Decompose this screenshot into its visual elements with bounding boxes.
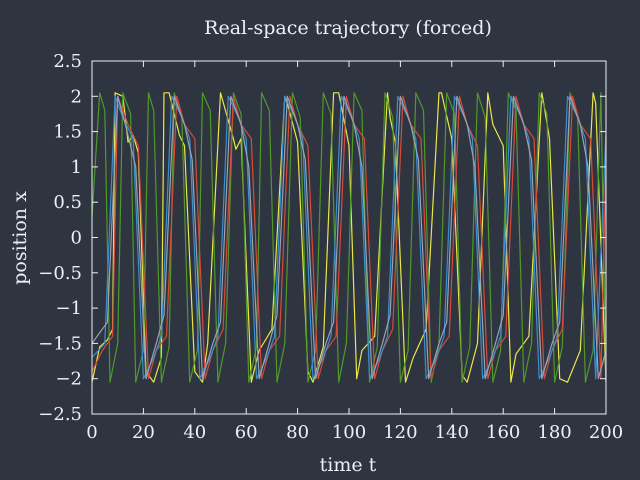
x-tick-label: 60	[235, 422, 258, 443]
y-tick-label: 1.5	[53, 122, 82, 143]
y-tick-label: −0.5	[38, 263, 82, 284]
y-tick-label: 1	[71, 157, 82, 178]
x-tick-label: 200	[589, 422, 623, 443]
y-tick-label: −1.5	[38, 333, 82, 354]
x-tick-label: 0	[86, 422, 97, 443]
x-tick-label: 120	[383, 422, 417, 443]
y-axis-label: position x	[9, 191, 31, 285]
x-tick-label: 80	[286, 422, 309, 443]
y-tick-label: 0	[71, 228, 82, 249]
series-line-1	[92, 92, 606, 383]
x-tick-label: 160	[486, 422, 520, 443]
x-tick-label: 140	[435, 422, 469, 443]
y-tick-label: −2	[55, 369, 82, 390]
series-line-2	[92, 92, 606, 383]
x-tick-label: 40	[183, 422, 206, 443]
x-axis-label: time t	[320, 454, 377, 476]
x-tick-label: 100	[332, 422, 366, 443]
chart-title: Real-space trajectory (forced)	[204, 17, 492, 39]
x-tick-label: 20	[132, 422, 155, 443]
y-tick-label: −1	[55, 298, 82, 319]
series-layer	[92, 92, 606, 383]
y-tick-label: −2.5	[38, 404, 82, 425]
y-tick-label: 2	[71, 86, 82, 107]
y-tick-label: 0.5	[53, 192, 82, 213]
y-tick-label: 2.5	[53, 51, 82, 72]
series-line-5	[92, 95, 606, 380]
y-axis: −2.5 −2 −1.5 −1 −0.5 0 0.5 1 1.5 2 2.5	[38, 51, 606, 425]
x-axis: 0 20 40 60 80 100 120 140 160 180 200	[86, 61, 623, 443]
x-tick-label: 180	[537, 422, 571, 443]
